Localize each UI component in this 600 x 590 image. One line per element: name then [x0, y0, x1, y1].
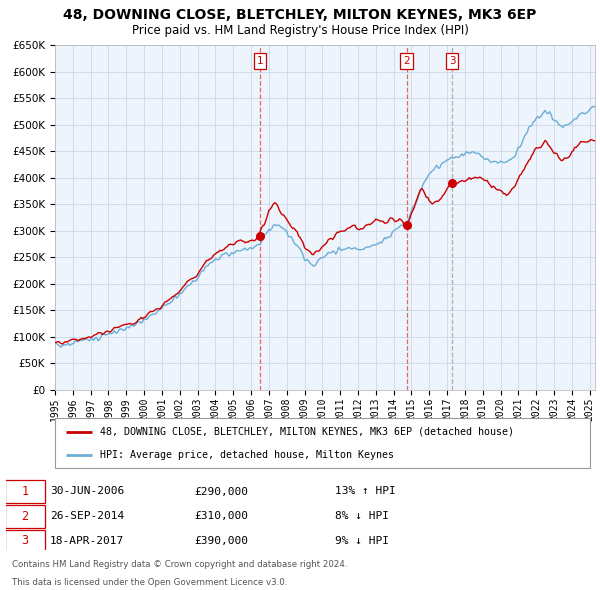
Text: Price paid vs. HM Land Registry's House Price Index (HPI): Price paid vs. HM Land Registry's House …	[131, 24, 469, 37]
Text: This data is licensed under the Open Government Licence v3.0.: This data is licensed under the Open Gov…	[12, 578, 287, 586]
Text: 2: 2	[21, 510, 28, 523]
Text: 1: 1	[21, 485, 28, 498]
Text: 9% ↓ HPI: 9% ↓ HPI	[335, 536, 389, 546]
Text: 48, DOWNING CLOSE, BLETCHLEY, MILTON KEYNES, MK3 6EP: 48, DOWNING CLOSE, BLETCHLEY, MILTON KEY…	[64, 8, 536, 22]
Text: 3: 3	[449, 56, 455, 66]
FancyBboxPatch shape	[5, 480, 45, 503]
FancyBboxPatch shape	[55, 418, 590, 468]
Text: Contains HM Land Registry data © Crown copyright and database right 2024.: Contains HM Land Registry data © Crown c…	[12, 560, 347, 569]
Text: 13% ↑ HPI: 13% ↑ HPI	[335, 487, 396, 497]
Text: 1: 1	[257, 56, 263, 66]
Text: 48, DOWNING CLOSE, BLETCHLEY, MILTON KEYNES, MK3 6EP (detached house): 48, DOWNING CLOSE, BLETCHLEY, MILTON KEY…	[100, 427, 514, 437]
Text: £390,000: £390,000	[194, 536, 248, 546]
Text: 26-SEP-2014: 26-SEP-2014	[50, 512, 124, 521]
FancyBboxPatch shape	[5, 530, 45, 552]
Text: 18-APR-2017: 18-APR-2017	[50, 536, 124, 546]
Text: HPI: Average price, detached house, Milton Keynes: HPI: Average price, detached house, Milt…	[100, 450, 394, 460]
Text: £290,000: £290,000	[194, 487, 248, 497]
FancyBboxPatch shape	[5, 505, 45, 527]
Text: 2: 2	[403, 56, 410, 66]
Text: £310,000: £310,000	[194, 512, 248, 521]
Text: 8% ↓ HPI: 8% ↓ HPI	[335, 512, 389, 521]
Text: 30-JUN-2006: 30-JUN-2006	[50, 487, 124, 497]
Text: 3: 3	[21, 535, 28, 548]
